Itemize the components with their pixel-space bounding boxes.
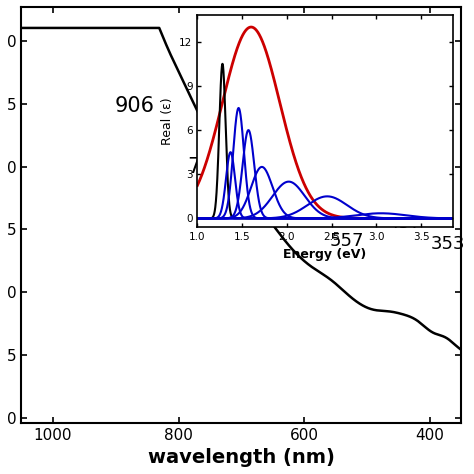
Text: 457: 457 xyxy=(388,214,422,232)
Text: 791: 791 xyxy=(187,157,227,177)
Text: 661: 661 xyxy=(270,210,304,228)
Text: 906: 906 xyxy=(115,96,155,116)
Text: 353: 353 xyxy=(430,235,465,253)
Text: 557: 557 xyxy=(329,232,364,250)
X-axis label: wavelength (nm): wavelength (nm) xyxy=(148,448,335,467)
